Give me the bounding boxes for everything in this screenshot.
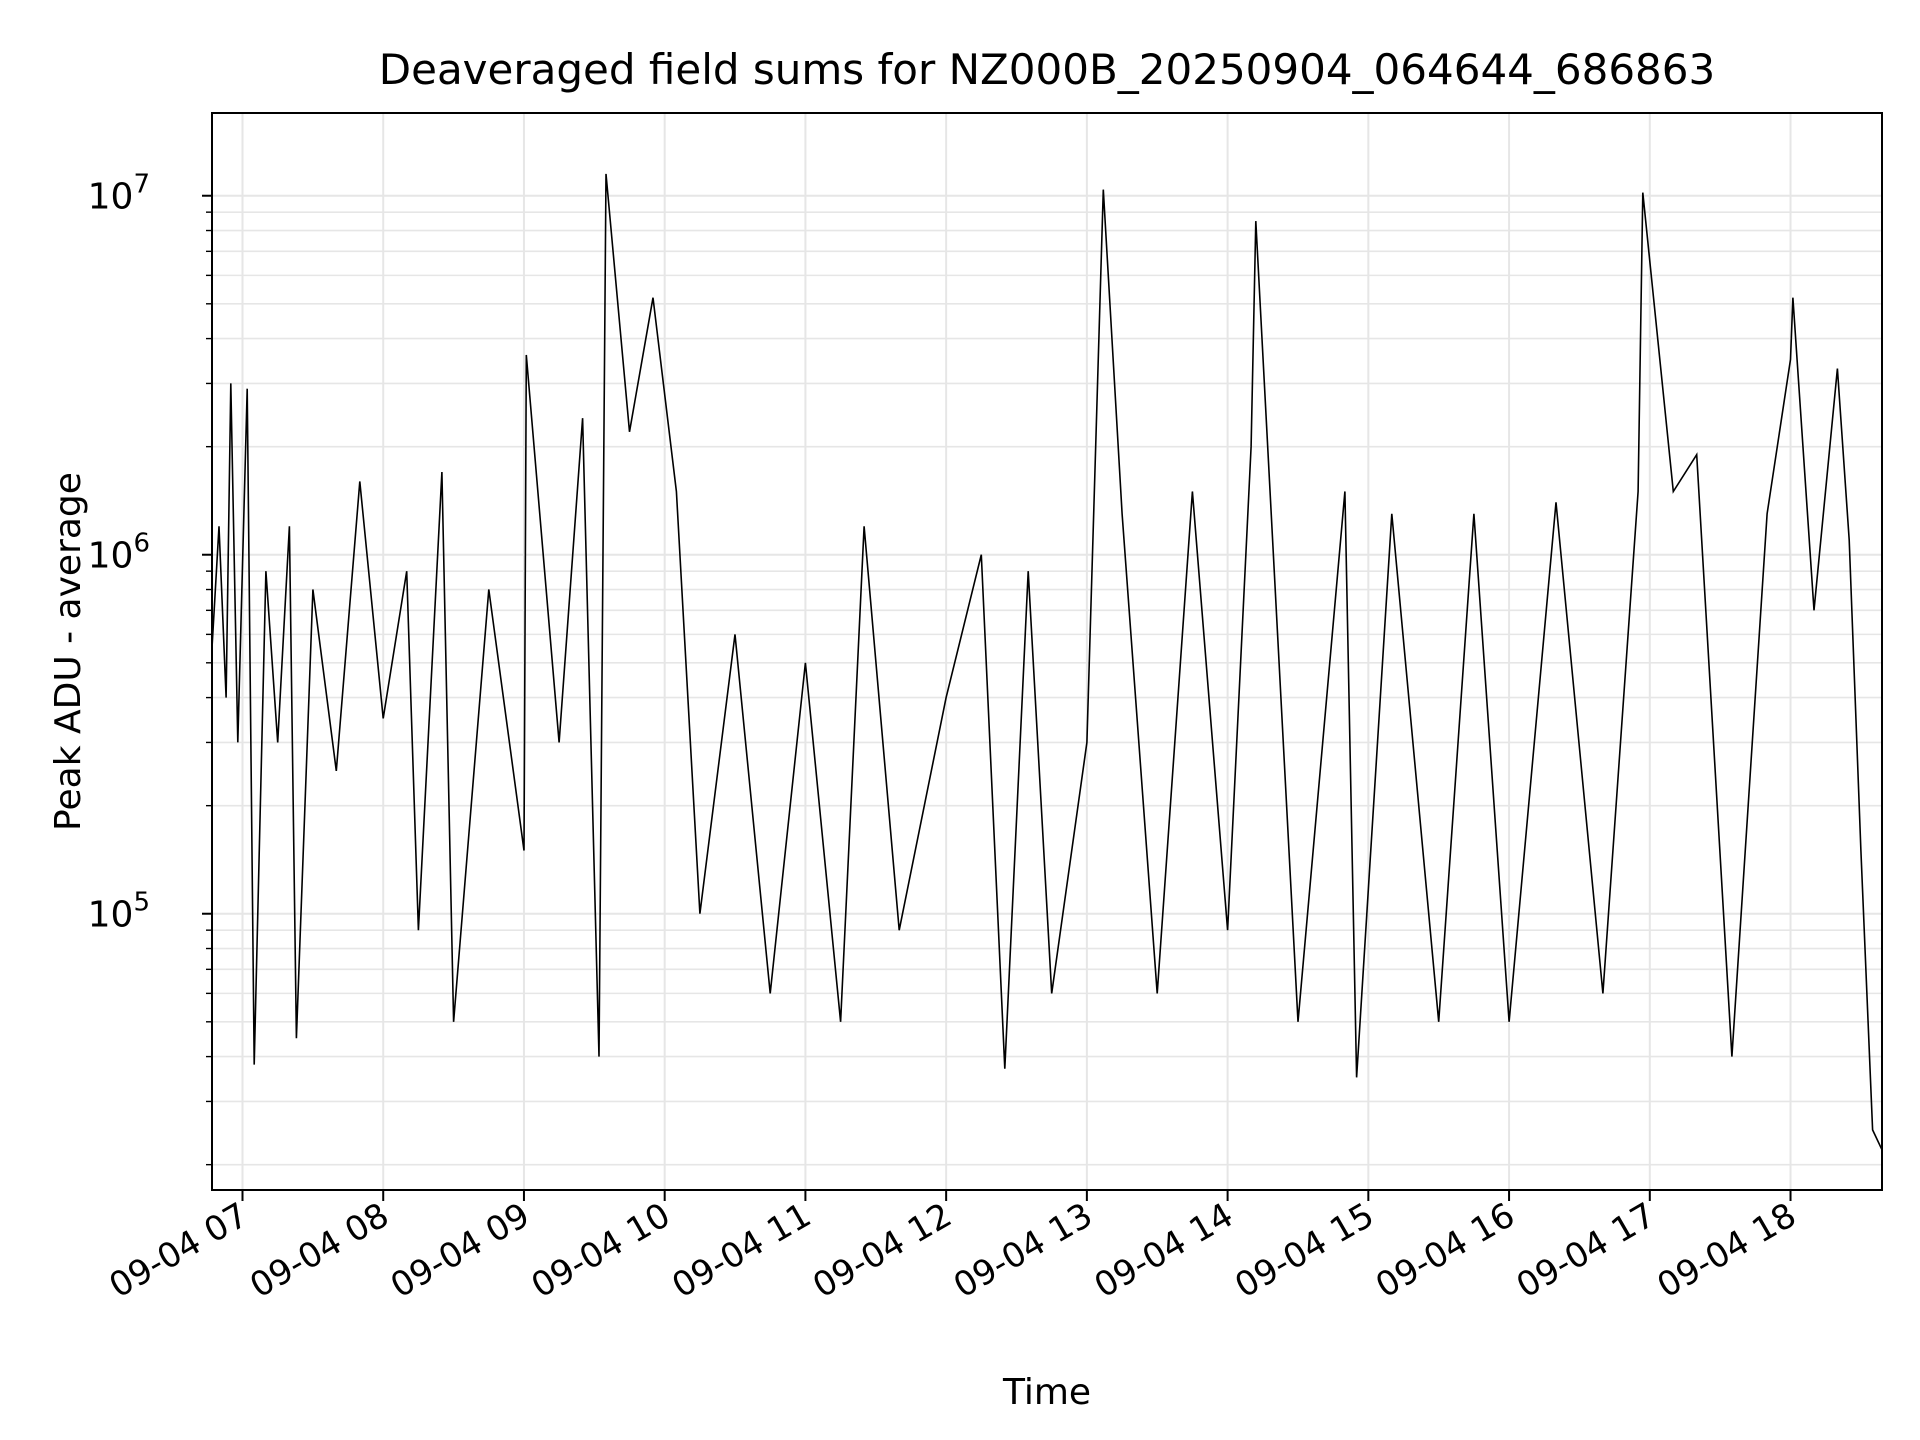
y-tick-label-base: 10 [88, 177, 134, 218]
y-tick-label: 105 [88, 888, 150, 936]
y-tick-label-exponent: 6 [133, 529, 150, 559]
chart-title: Deaveraged field sums for NZ000B_2025090… [379, 45, 1715, 94]
y-axis-label: Peak ADU - average [48, 472, 89, 831]
plot-frame [211, 112, 1883, 1191]
series-line [211, 173, 1883, 1151]
axis-ticks [202, 194, 1792, 1201]
y-tick-label: 107 [88, 170, 150, 218]
grid-lines [212, 113, 1882, 1190]
y-tick-label-base: 10 [88, 536, 134, 577]
y-tick-label-exponent: 7 [133, 170, 150, 200]
y-tick-label: 106 [88, 529, 150, 577]
series-layer [211, 173, 1883, 1151]
y-tick-label-exponent: 5 [133, 888, 150, 918]
y-tick-label-base: 10 [88, 895, 134, 936]
x-axis-label: Time [1002, 1372, 1091, 1413]
